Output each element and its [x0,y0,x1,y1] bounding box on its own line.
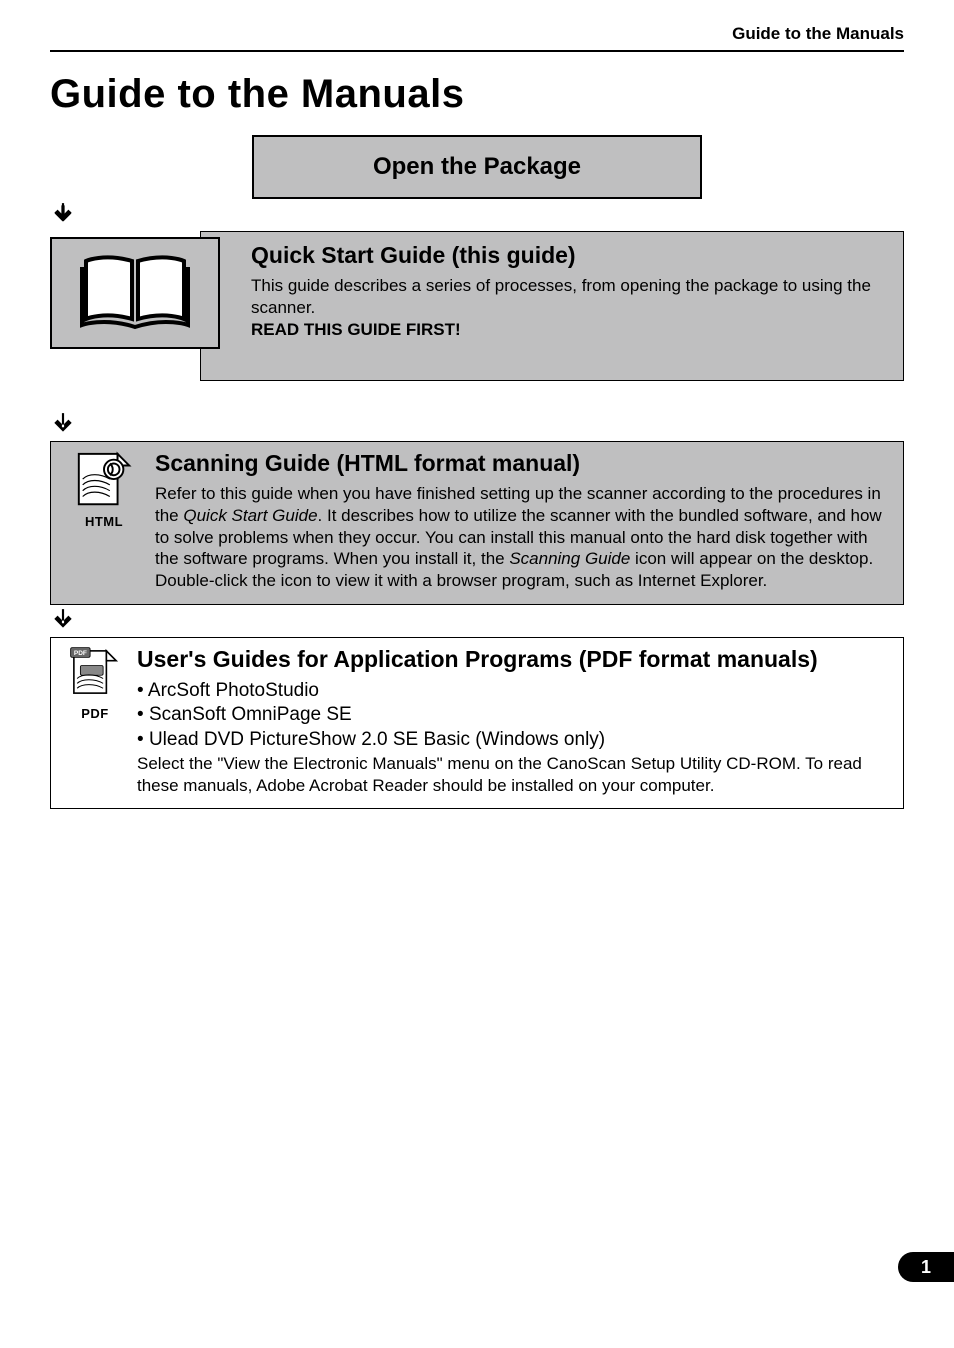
scanning-guide-title: Scanning Guide (HTML format manual) [155,450,891,477]
page-number-badge: 1 [898,1252,954,1282]
users-guides-section: PDF PDF User's Guides for Application Pr… [50,637,904,810]
quick-start-section: Quick Start Guide (this guide) This guid… [50,231,904,381]
list-item: • ArcSoft PhotoStudio [137,679,891,704]
pdf-icon-label: PDF [81,706,109,721]
pdf-doc-icon: PDF [69,646,121,704]
list-item: • Ulead DVD PictureShow 2.0 SE Basic (Wi… [137,728,891,753]
quick-start-title: Quick Start Guide (this guide) [251,242,885,269]
down-arrow-icon [50,411,904,437]
html-icon-label: HTML [85,514,123,529]
running-head: Guide to the Manuals [50,24,904,52]
scanning-guide-section: HTML Scanning Guide (HTML format manual)… [50,441,904,605]
list-item: • ScanSoft OmniPage SE [137,703,891,728]
down-arrow-icon [50,201,904,227]
quick-start-emphasis: READ THIS GUIDE FIRST! [251,320,461,339]
open-package-box: Open the Package [252,135,702,199]
quick-start-body: This guide describes a series of process… [251,276,871,317]
html-doc-icon [73,450,135,512]
scanning-guide-body: Refer to this guide when you have finish… [155,483,891,592]
page-title: Guide to the Manuals [50,72,904,117]
down-arrow-icon [50,607,904,633]
svg-text:PDF: PDF [74,650,87,657]
book-icon [50,237,220,349]
users-guides-body: Select the "View the Electronic Manuals"… [137,753,891,797]
users-guides-title: User's Guides for Application Programs (… [137,646,891,673]
